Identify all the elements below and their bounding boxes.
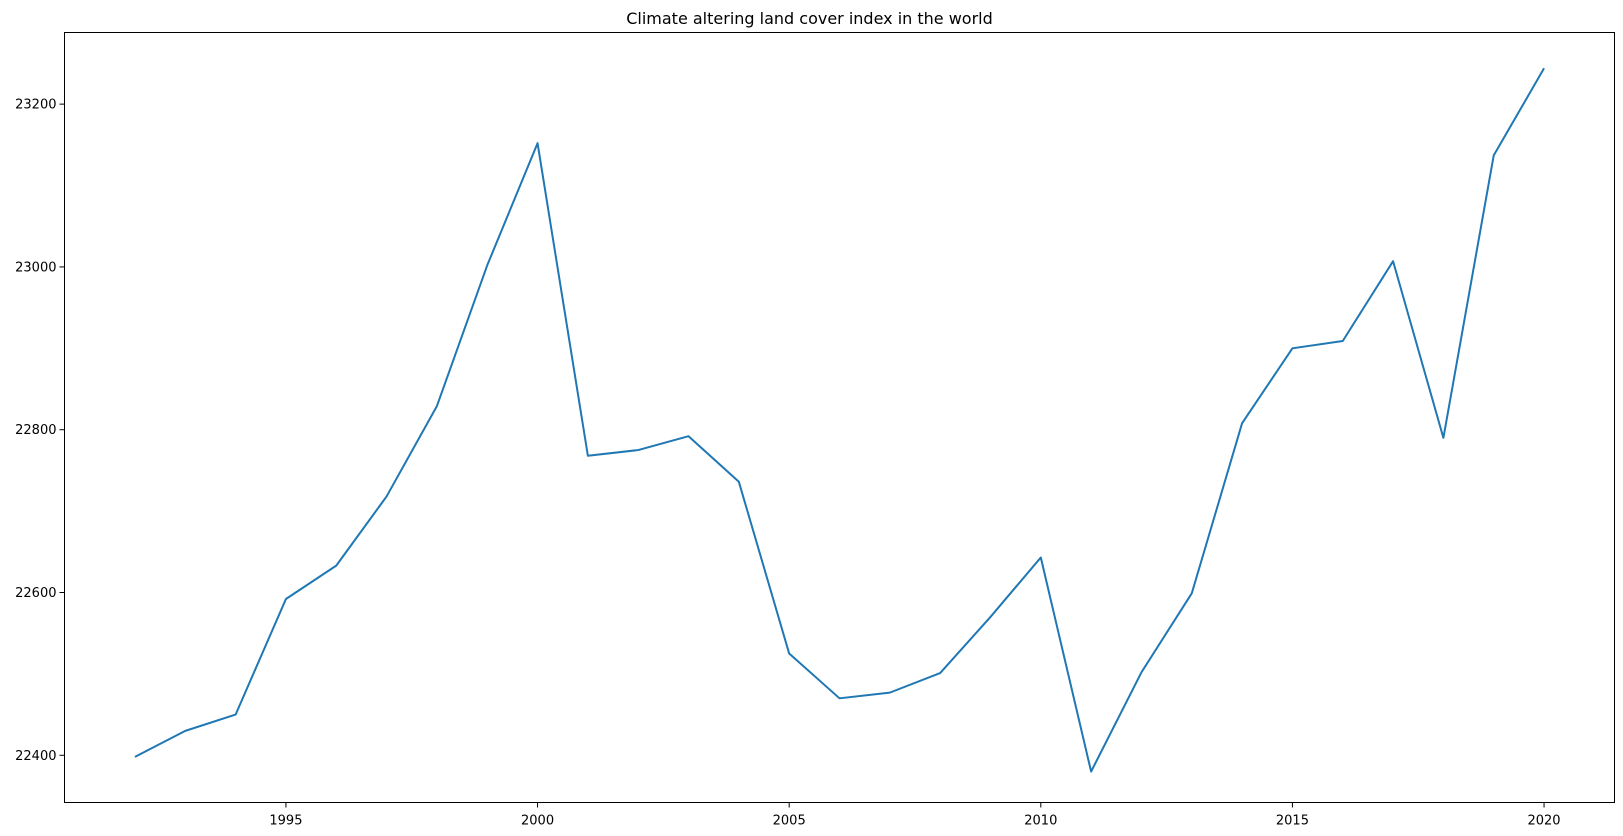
plot-area-frame (64, 32, 1615, 803)
x-tick-label: 2000 (521, 814, 554, 829)
series-group (134, 67, 1545, 773)
y-tick-label: 22600 (15, 586, 56, 601)
y-tick-label: 22400 (15, 749, 56, 764)
chart-title: Climate altering land cover index in the… (626, 9, 993, 28)
y-tick-label: 22800 (15, 423, 56, 438)
x-tick-label: 2020 (1527, 814, 1560, 829)
y-axis: 22400 22600 22800 23000 23200 (15, 98, 65, 764)
x-tick-label: 1995 (269, 814, 302, 829)
y-tick-label: 23200 (15, 98, 56, 113)
series-line-0 (134, 67, 1545, 773)
x-tick-label: 2015 (1276, 814, 1309, 829)
y-tick-label: 23000 (15, 260, 56, 275)
x-tick-label: 2010 (1024, 814, 1057, 829)
x-axis: 1995 2000 2005 2010 2015 2020 (269, 802, 1561, 829)
x-tick-label: 2005 (773, 814, 806, 829)
